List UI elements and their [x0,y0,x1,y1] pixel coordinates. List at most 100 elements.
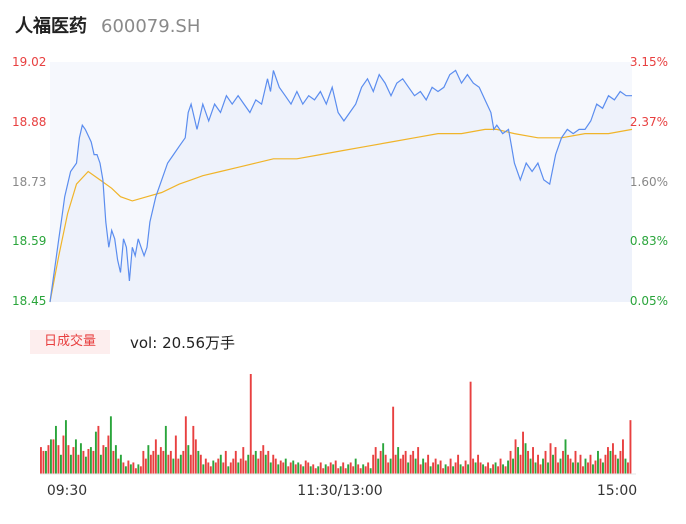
volume-bar [512,458,514,474]
volume-bar [534,462,537,474]
volume-bar [374,447,377,474]
volume-bar [144,458,147,474]
volume-bar [542,458,544,474]
volume-bar [217,458,220,474]
volume-bar [442,468,445,474]
volume-bar [564,439,567,474]
stock-code: 600079.SH [101,16,201,37]
volume-bar [232,458,235,474]
volume-bar [45,450,47,474]
volume-tab[interactable]: 日成交量 [30,330,110,354]
volume-bar [152,450,155,474]
volume-bar [582,466,584,474]
volume-bar [82,450,85,474]
series-line-price [49,69,632,303]
volume-bar [627,462,629,474]
volume-bar [337,468,340,474]
x-tick-label: 11:30/13:00 [297,483,382,499]
volume-readout: vol: 20.56万手 [130,332,235,353]
volume-bar [474,462,477,474]
volume-bar [462,466,465,474]
volume-label: vol: [130,334,158,352]
volume-bar [204,458,207,474]
volume-bar [114,445,117,474]
volume-bar [487,462,490,474]
volume-bar [599,458,602,474]
volume-bar [279,460,282,474]
y-tick-left: 19.02 [12,55,46,69]
volume-bar [289,462,292,474]
volume-bar [64,420,67,474]
volume-bar [369,468,372,474]
volume-bar [122,462,125,474]
volume-bar [267,450,270,474]
volume-bar [597,450,599,474]
volume-bar [294,464,297,474]
volume-bar [584,458,587,474]
volume-bar [377,458,380,474]
volume-bar [347,464,350,474]
volume-bar [617,458,619,474]
volume-bar [67,445,70,474]
volume-bar [394,454,397,474]
volume-bar [344,468,347,474]
volume-bar [457,454,460,474]
volume-bar [519,454,522,474]
volume-bar [589,454,592,474]
volume-bar [349,462,352,474]
y-tick-left: 18.88 [12,115,46,129]
volume-bar [399,458,402,474]
volume-bar [537,454,539,474]
volume-bar [402,454,405,474]
volume-bar [157,454,160,474]
volume-bar [607,447,609,474]
volume-bar [439,460,442,474]
volume-bar [494,462,497,474]
price-area [50,70,632,303]
volume-bar [282,462,285,474]
volume-bar [237,462,240,474]
volume-bar [287,466,290,474]
volume-bar [182,450,185,474]
volume-bar [569,458,572,474]
volume-bar [314,468,317,474]
volume-bar [40,447,42,474]
volume-bar [197,450,200,474]
volume-bar [269,462,272,474]
volume-bar [259,450,262,474]
volume-bar [119,454,122,474]
volume-bar [257,458,260,474]
volume-bar [174,435,177,474]
volume-bar [202,464,205,474]
volume-bar [187,445,190,474]
volume-bar [424,462,427,474]
volume-bar [477,454,480,474]
volume-bar [127,460,130,474]
volume-bar [234,450,237,474]
volume-bar [522,431,524,474]
volume-bar [84,456,87,474]
volume-bar [137,464,140,474]
volume-bar [149,454,152,474]
volume-bar [449,458,452,474]
volume-bar [264,454,267,474]
volume-bar [52,439,55,474]
volume-bar [614,454,617,474]
volume-bar [307,462,310,474]
volume-bar [89,447,92,474]
volume-bar [407,462,410,474]
volume-bar [239,458,242,474]
volume-bar [587,462,589,474]
volume-bar [387,462,390,474]
volume-bar [514,439,517,474]
volume-bar [169,450,172,474]
volume-bar [454,462,457,474]
volume-bar [227,466,230,474]
volume-bar [192,425,195,474]
volume-bar [62,435,65,474]
volume-bar [134,468,137,474]
volume-bar [57,445,60,474]
y-tick-left: 18.45 [12,294,46,308]
volume-bar [47,445,50,474]
